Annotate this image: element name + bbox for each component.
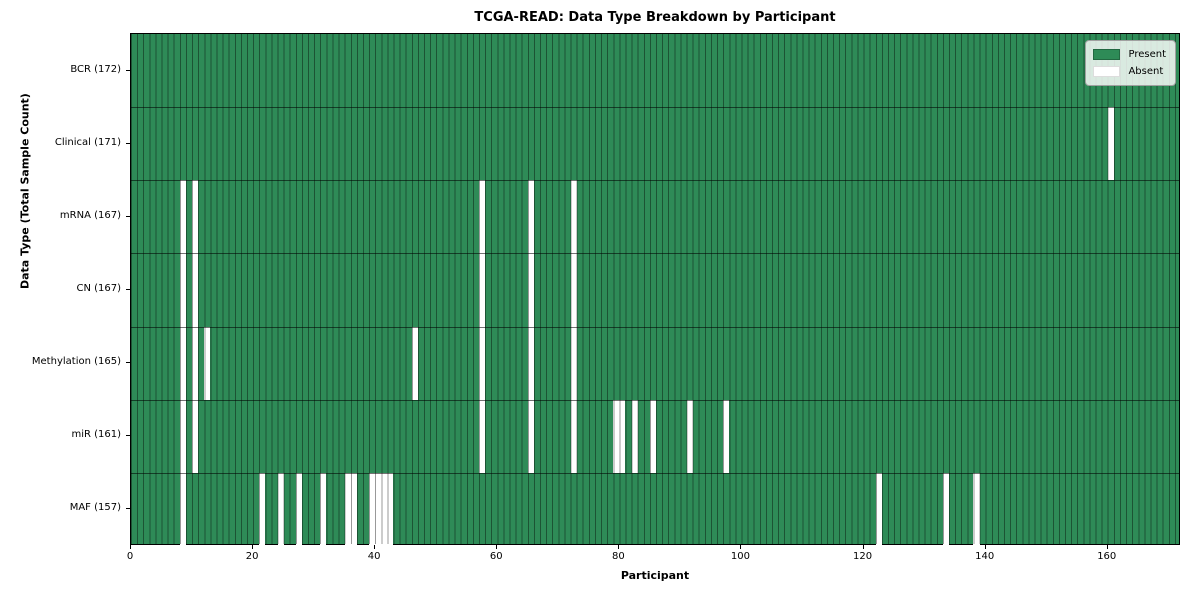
absent-cell [192, 326, 199, 400]
absent-cell [527, 180, 534, 254]
absent-cell [192, 180, 199, 254]
ytick-label-BCR: BCR (172) [70, 63, 121, 75]
absent-cell [179, 180, 186, 254]
xtick-mark [862, 545, 864, 549]
absent-cell [350, 472, 357, 546]
absent-cell [320, 472, 327, 546]
legend-swatch-absent [1093, 66, 1121, 77]
absent-cell [570, 326, 577, 400]
heatmap-row-Clinical [131, 107, 1179, 181]
absent-cell [381, 472, 388, 546]
absent-cell [411, 326, 418, 400]
xtick-mark [618, 545, 620, 549]
absent-cell [942, 472, 949, 546]
xtick-label-120: 120 [853, 551, 873, 562]
xtick-mark [130, 545, 131, 549]
absent-cell [478, 253, 486, 327]
absent-cell [259, 472, 266, 546]
absent-cell [619, 399, 626, 473]
ytick-mark [126, 289, 130, 290]
heatmap-row-BCR [131, 34, 1179, 107]
xtick-label-40: 40 [367, 551, 381, 562]
absent-cell [179, 253, 186, 327]
absent-cell [204, 326, 211, 400]
ytick-label-miR: miR (161) [71, 429, 121, 441]
absent-cell [570, 399, 577, 473]
plot-area: Present Absent [130, 33, 1180, 546]
absent-cell [875, 472, 882, 546]
absent-cell [277, 472, 284, 546]
ytick-label-Clinical: Clinical (171) [54, 136, 121, 148]
chart-title: TCGA-READ: Data Type Breakdown by Partic… [474, 10, 836, 25]
absent-cell [613, 399, 620, 473]
absent-cell [387, 472, 394, 546]
xtick-label-20: 20 [245, 551, 259, 562]
absent-cell [973, 472, 980, 546]
ytick-label-CN: CN (167) [76, 283, 121, 294]
ytick-mark [126, 142, 130, 144]
absent-cell [723, 399, 730, 473]
xtick-mark [1106, 545, 1108, 549]
legend-label: Absent [1128, 66, 1164, 77]
absent-cell [369, 472, 376, 546]
heatmap-row-miR [131, 399, 1179, 473]
xtick-label-140: 140 [975, 551, 995, 562]
absent-cell [295, 472, 302, 546]
xtick-label-80: 80 [611, 551, 625, 562]
xtick-mark [984, 545, 986, 549]
xtick-mark [496, 545, 498, 549]
legend-item-absent: Absent [1093, 63, 1166, 80]
heatmap-row-mRNA [131, 180, 1179, 254]
legend-swatch-present [1093, 49, 1121, 60]
xtick-label-160: 160 [1097, 551, 1117, 562]
absent-cell [179, 399, 186, 473]
heatmap-row-Methylation [131, 326, 1179, 400]
heatmap-row-CN [131, 253, 1179, 327]
absent-cell [375, 472, 382, 546]
ytick-mark [126, 435, 130, 437]
absent-cell [631, 399, 638, 473]
absent-cell [527, 399, 534, 473]
ytick-label-mRNA: mRNA (167) [59, 209, 121, 221]
absent-cell [192, 399, 199, 473]
absent-cell [179, 472, 186, 546]
absent-cell [478, 399, 486, 473]
ytick-mark [126, 508, 130, 510]
legend: Present Absent [1085, 40, 1176, 86]
x-axis-title: Participant [620, 569, 690, 582]
ytick-label-Methylation: Methylation (165) [31, 356, 121, 368]
ytick-mark [126, 362, 130, 364]
xtick-label-60: 60 [489, 551, 503, 562]
ytick-mark [126, 69, 130, 71]
xtick-label-100: 100 [730, 551, 750, 562]
absent-cell [192, 253, 199, 327]
xtick-mark [252, 545, 254, 549]
absent-cell [570, 253, 577, 327]
absent-cell [686, 399, 693, 473]
legend-item-present: Present [1093, 46, 1166, 63]
absent-cell [527, 253, 534, 327]
heatmap-row-MAF [131, 472, 1179, 546]
absent-cell [344, 472, 351, 546]
xtick-mark [374, 545, 376, 549]
ytick-mark [126, 215, 130, 217]
absent-cell [570, 180, 577, 254]
ytick-label-MAF: MAF (157) [69, 502, 121, 514]
absent-cell [478, 326, 486, 400]
absent-cell [478, 180, 486, 254]
absent-cell [649, 399, 656, 473]
legend-label: Present [1128, 49, 1166, 60]
absent-cell [179, 326, 186, 400]
absent-cell [1107, 107, 1114, 181]
xtick-mark [740, 545, 742, 549]
absent-cell [527, 326, 534, 400]
xtick-label-0: 0 [126, 551, 134, 562]
